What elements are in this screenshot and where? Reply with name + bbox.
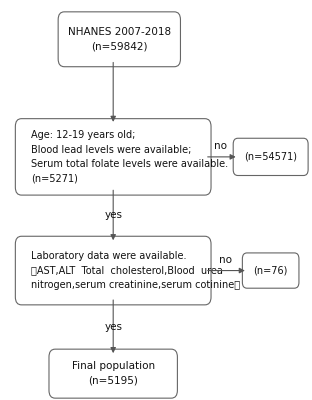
Text: (n=76): (n=76) <box>253 266 288 276</box>
Text: no: no <box>219 255 232 265</box>
Text: (n=54571): (n=54571) <box>244 152 297 162</box>
Text: Laboratory data were available.
（AST,ALT  Total  cholesterol,Blood  urea
nitroge: Laboratory data were available. （AST,ALT… <box>31 251 240 290</box>
Text: yes: yes <box>104 210 122 220</box>
FancyBboxPatch shape <box>15 236 211 305</box>
FancyBboxPatch shape <box>15 119 211 195</box>
FancyBboxPatch shape <box>242 253 299 288</box>
Text: Final population
(n=5195): Final population (n=5195) <box>72 362 155 386</box>
Text: no: no <box>214 141 227 151</box>
FancyBboxPatch shape <box>58 12 180 67</box>
Text: Age: 12-19 years old;
Blood lead levels were available;
Serum total folate level: Age: 12-19 years old; Blood lead levels … <box>31 130 228 184</box>
FancyBboxPatch shape <box>233 138 308 176</box>
Text: NHANES 2007-2018
(n=59842): NHANES 2007-2018 (n=59842) <box>68 27 171 52</box>
FancyBboxPatch shape <box>49 349 178 398</box>
Text: yes: yes <box>104 322 122 332</box>
